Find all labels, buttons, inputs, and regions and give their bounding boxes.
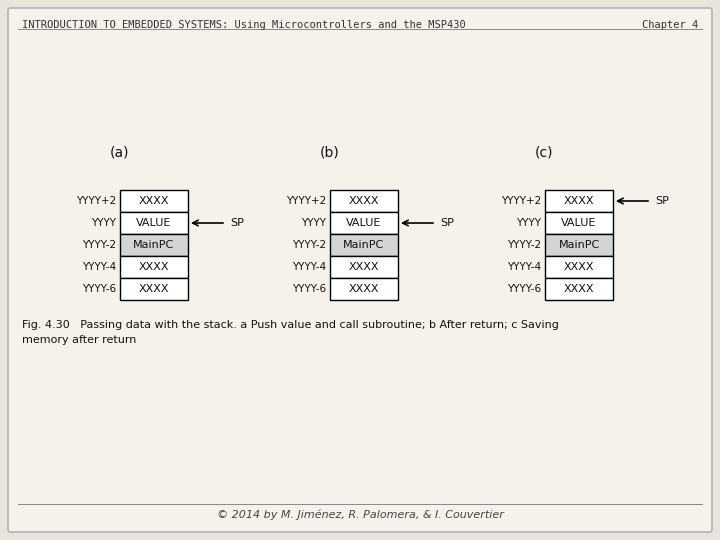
Bar — [120, 212, 188, 234]
Text: Fig. 4.30   Passing data with the stack. a Push value and call subroutine; b Aft: Fig. 4.30 Passing data with the stack. a… — [22, 320, 559, 345]
Text: XXXX: XXXX — [564, 262, 594, 272]
Text: MainPC: MainPC — [343, 240, 384, 250]
Text: XXXX: XXXX — [348, 196, 379, 206]
Bar — [545, 256, 613, 278]
Bar — [330, 278, 398, 300]
Bar — [545, 234, 613, 256]
Text: XXXX: XXXX — [139, 284, 169, 294]
Bar — [120, 278, 188, 300]
Text: XXXX: XXXX — [348, 284, 379, 294]
Bar — [120, 190, 188, 212]
FancyBboxPatch shape — [8, 8, 712, 532]
Text: YYYY+2: YYYY+2 — [500, 196, 541, 206]
Bar — [120, 256, 188, 278]
Text: YYYY+2: YYYY+2 — [76, 196, 116, 206]
Text: YYYY+2: YYYY+2 — [286, 196, 326, 206]
Text: XXXX: XXXX — [139, 196, 169, 206]
Text: MainPC: MainPC — [133, 240, 175, 250]
Text: SP: SP — [655, 196, 669, 206]
Text: YYYY-6: YYYY-6 — [507, 284, 541, 294]
Text: VALUE: VALUE — [346, 218, 382, 228]
Text: XXXX: XXXX — [348, 262, 379, 272]
Text: INTRODUCTION TO EMBEDDED SYSTEMS: Using Microcontrollers and the MSP430: INTRODUCTION TO EMBEDDED SYSTEMS: Using … — [22, 20, 466, 30]
Bar — [330, 190, 398, 212]
Text: YYYY-4: YYYY-4 — [507, 262, 541, 272]
Text: YYYY: YYYY — [301, 218, 326, 228]
Text: YYYY-6: YYYY-6 — [292, 284, 326, 294]
Bar — [545, 212, 613, 234]
Text: YYYY-4: YYYY-4 — [82, 262, 116, 272]
Text: © 2014 by M. Jiménez, R. Palomera, & I. Couvertier: © 2014 by M. Jiménez, R. Palomera, & I. … — [217, 510, 503, 520]
Text: YYYY-2: YYYY-2 — [507, 240, 541, 250]
Text: VALUE: VALUE — [562, 218, 597, 228]
Text: MainPC: MainPC — [559, 240, 600, 250]
Bar — [330, 234, 398, 256]
Text: (a): (a) — [110, 146, 130, 160]
Text: YYYY-2: YYYY-2 — [292, 240, 326, 250]
Text: VALUE: VALUE — [136, 218, 171, 228]
Text: YYYY-4: YYYY-4 — [292, 262, 326, 272]
Text: SP: SP — [230, 218, 244, 228]
Text: (b): (b) — [320, 146, 340, 160]
Text: XXXX: XXXX — [564, 284, 594, 294]
Text: YYYY-2: YYYY-2 — [82, 240, 116, 250]
Bar — [330, 212, 398, 234]
Text: YYYY: YYYY — [516, 218, 541, 228]
Text: Chapter 4: Chapter 4 — [642, 20, 698, 30]
Text: (c): (c) — [535, 146, 554, 160]
Text: SP: SP — [440, 218, 454, 228]
Bar — [545, 190, 613, 212]
Text: YYYY: YYYY — [91, 218, 116, 228]
Text: XXXX: XXXX — [139, 262, 169, 272]
Text: YYYY-6: YYYY-6 — [82, 284, 116, 294]
Bar — [120, 234, 188, 256]
Bar — [545, 278, 613, 300]
Bar — [330, 256, 398, 278]
Text: XXXX: XXXX — [564, 196, 594, 206]
